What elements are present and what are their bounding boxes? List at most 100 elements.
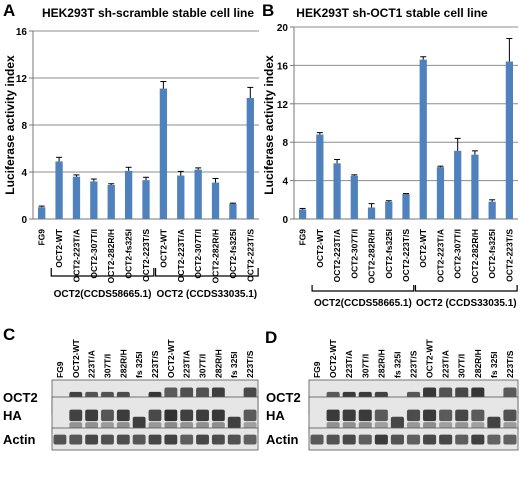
x-tick-label-B-10: OCT2-282R/H — [470, 229, 480, 283]
lane-label-D-2: 223T/A — [344, 350, 354, 378]
blot-band-D-oct2-10 — [471, 387, 485, 399]
bar-B-8 — [436, 167, 445, 219]
y-tick-label-B-0: 0 — [282, 215, 288, 226]
x-tick-label-A-0: FG9 — [37, 229, 47, 246]
blot-band-C-ha-4 — [116, 409, 130, 422]
blot-band-C-actin-0 — [53, 434, 67, 445]
x-tick-label-B-2: OCT2-223T/A — [332, 229, 342, 282]
lane-label-C-4: 282R/H — [118, 349, 128, 378]
blot-band-C-actin-10 — [211, 434, 225, 445]
blot-band-C-actin-6 — [148, 434, 162, 445]
lane-label-D-7: OCT2-WT — [425, 338, 435, 378]
bar-A-3 — [90, 181, 98, 219]
x-tick-label-A-8: OCT2-223T/A — [176, 229, 186, 282]
bar-B-6 — [402, 194, 410, 219]
blot-band-D-actin-12 — [503, 434, 517, 445]
blot-band-D-ha-2 — [342, 409, 356, 422]
chart-title-A: HEK293T sh-scramble stable cell line — [42, 6, 254, 20]
lane-label-D-5: fs 325I — [392, 352, 402, 378]
blot-band-C-ha-3 — [101, 409, 114, 422]
x-tick-label-B-0: FG9 — [298, 229, 308, 246]
group-label-A-1: OCT2 (CCDS33035.1) — [157, 289, 258, 300]
group-bracket-A-1 — [154, 268, 259, 277]
bar-A-5 — [124, 170, 133, 219]
x-tick-label-A-10: OCT2-282R/H — [211, 229, 221, 283]
blot-band-C-ha-7 — [164, 409, 178, 422]
blot-row-label-D-oct2: OCT2 — [266, 390, 301, 405]
bar-B-11 — [488, 201, 496, 219]
blot-band-lower-D-ha-8 — [439, 422, 453, 429]
bar-B-0 — [298, 209, 307, 219]
blot-band-D-actin-5 — [390, 434, 404, 445]
blot-band-C-ha-10 — [211, 409, 225, 422]
x-tick-label-A-7: OCT2-WT — [158, 228, 168, 268]
blot-band-lower-C-ha-4 — [116, 422, 130, 429]
blot-band-C-oct2-9 — [196, 387, 209, 399]
lane-label-D-11: fs 325I — [489, 352, 499, 378]
group-label-A-0: OCT2(CCDS58665.1) — [54, 289, 152, 300]
bar-A-9 — [194, 169, 202, 219]
blot-band-lower-D-ha-9 — [455, 422, 469, 429]
y-tick-label-A-12: 12 — [16, 74, 28, 85]
blot-band-D-oct2-12 — [503, 387, 517, 399]
lane-label-D-3: 307T/I — [360, 354, 370, 378]
bar-A-0 — [38, 207, 46, 219]
panel-letter-D: D — [265, 328, 277, 347]
bar-A-12 — [246, 97, 254, 219]
blot-band-D-ha-5 — [390, 416, 404, 429]
y-tick-label-B-20: 20 — [277, 23, 289, 34]
y-tick-label-A-16: 16 — [16, 27, 28, 38]
blot-band-D-ha-10 — [471, 409, 485, 422]
lane-label-D-0: FG9 — [312, 361, 322, 378]
y-axis-label-B: Luciferase activity index — [262, 55, 276, 195]
blot-band-C-actin-1 — [69, 434, 83, 445]
x-tick-label-A-3: OCT2-307T/I — [89, 229, 99, 279]
blot-band-D-ha-8 — [439, 409, 453, 422]
blot-band-D-actin-9 — [455, 434, 469, 445]
lane-label-C-7: OCT2-WT — [166, 338, 176, 378]
blot-band-C-actin-8 — [180, 434, 194, 445]
blot-band-D-oct2-9 — [455, 387, 469, 399]
blot-row-label-D-actin: Actin — [266, 432, 299, 447]
bar-A-7 — [159, 88, 168, 219]
blot-band-C-oct2-8 — [180, 387, 194, 399]
lane-label-D-6: 223T/S — [409, 350, 419, 378]
lane-label-C-2: 223T/A — [87, 350, 97, 378]
group-bracket-A-0 — [50, 268, 155, 277]
x-tick-label-B-3: OCT2-307T/I — [349, 229, 359, 279]
bar-A-2 — [72, 176, 81, 219]
group-bracket-B-0 — [311, 285, 415, 292]
lane-label-C-3: 307T/I — [102, 354, 112, 378]
blot-band-D-actin-6 — [406, 434, 421, 445]
x-tick-label-B-9: OCT2-307T/I — [453, 229, 463, 279]
blot-band-D-ha-7 — [423, 409, 437, 422]
x-tick-label-B-12: OCT2-223T/S — [504, 229, 514, 282]
x-tick-label-B-7: OCT2-WT — [418, 228, 428, 268]
y-tick-label-B-16: 16 — [277, 61, 289, 72]
x-tick-label-A-6: OCT2-223T/S — [141, 229, 151, 282]
blot-band-C-ha-5 — [132, 416, 146, 429]
bar-B-12 — [505, 61, 514, 220]
blot-band-lower-D-ha-12 — [503, 422, 517, 429]
blot-band-lower-C-ha-6 — [148, 422, 162, 429]
blot-band-D-actin-0 — [310, 434, 324, 445]
x-tick-label-B-4: OCT2-282R/H — [367, 229, 377, 283]
bar-B-1 — [316, 134, 324, 219]
x-tick-label-A-1: OCT2-WT — [54, 228, 64, 268]
blot-band-C-ha-8 — [180, 409, 194, 422]
blot-row-label-D-ha: HA — [266, 408, 285, 423]
bar-B-7 — [419, 59, 427, 219]
panel-letter-C: C — [3, 325, 15, 344]
x-tick-label-A-11: OCT2-fs325I — [228, 229, 238, 279]
x-tick-label-B-8: OCT2-223T/A — [435, 229, 445, 282]
blot-band-D-actin-10 — [471, 434, 485, 445]
lane-label-C-0: FG9 — [55, 361, 65, 378]
blot-band-C-ha-6 — [148, 409, 162, 422]
y-tick-label-A-0: 0 — [21, 215, 27, 226]
x-tick-label-B-11: OCT2-fs325I — [487, 229, 497, 279]
blot-band-D-oct2-8 — [439, 387, 453, 399]
x-tick-label-B-1: OCT2-WT — [315, 228, 325, 268]
blot-band-D-ha-1 — [326, 409, 340, 422]
blot-band-lower-C-ha-7 — [164, 422, 178, 429]
blot-band-D-actin-2 — [342, 434, 356, 445]
